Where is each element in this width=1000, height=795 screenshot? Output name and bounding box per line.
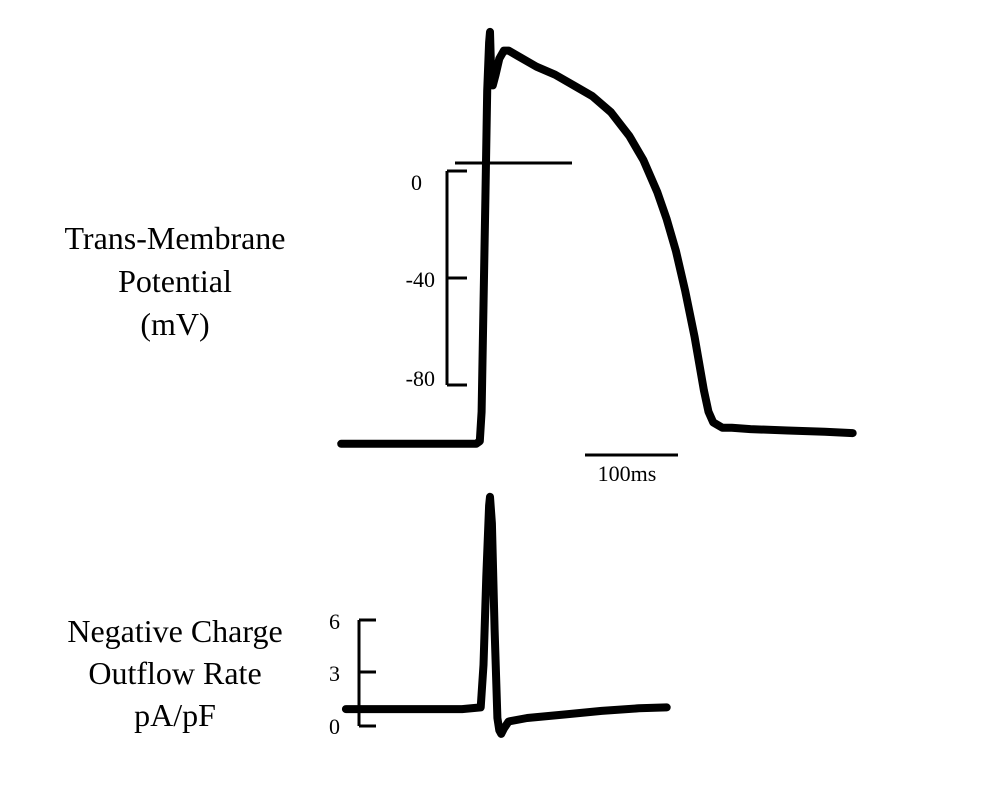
current-ylabel-line-3: pA/pF: [134, 697, 216, 733]
ap-ylabel-line-1: Trans-Membrane: [65, 220, 286, 256]
scale-bar-label: 100ms: [598, 461, 657, 486]
ap-tick-label-0: 0: [411, 170, 422, 195]
current-trace-line: [341, 492, 671, 738]
ap-trace-line: [337, 27, 857, 448]
time-scale-bar: 100ms: [585, 453, 678, 486]
current-ylabel-line-1: Negative Charge: [67, 613, 282, 649]
current-tick-label-0: 0: [329, 714, 340, 739]
current-ylabel-line-2: Outflow Rate: [88, 655, 261, 691]
ap-ylabel-line-2: Potential: [118, 263, 232, 299]
ap-panel: Trans-Membrane Potential (mV) 0 -40 -80: [65, 27, 857, 448]
ap-tick-label-minus-80: -80: [406, 366, 435, 391]
current-tick-label-3: 3: [329, 661, 340, 686]
ap-ylabel-line-3: (mV): [140, 306, 209, 342]
current-panel: Negative Charge Outflow Rate pA/pF 6 3 0: [67, 492, 671, 739]
ap-tick-label-minus-40: -40: [406, 267, 435, 292]
current-tick-label-6: 6: [329, 609, 340, 634]
